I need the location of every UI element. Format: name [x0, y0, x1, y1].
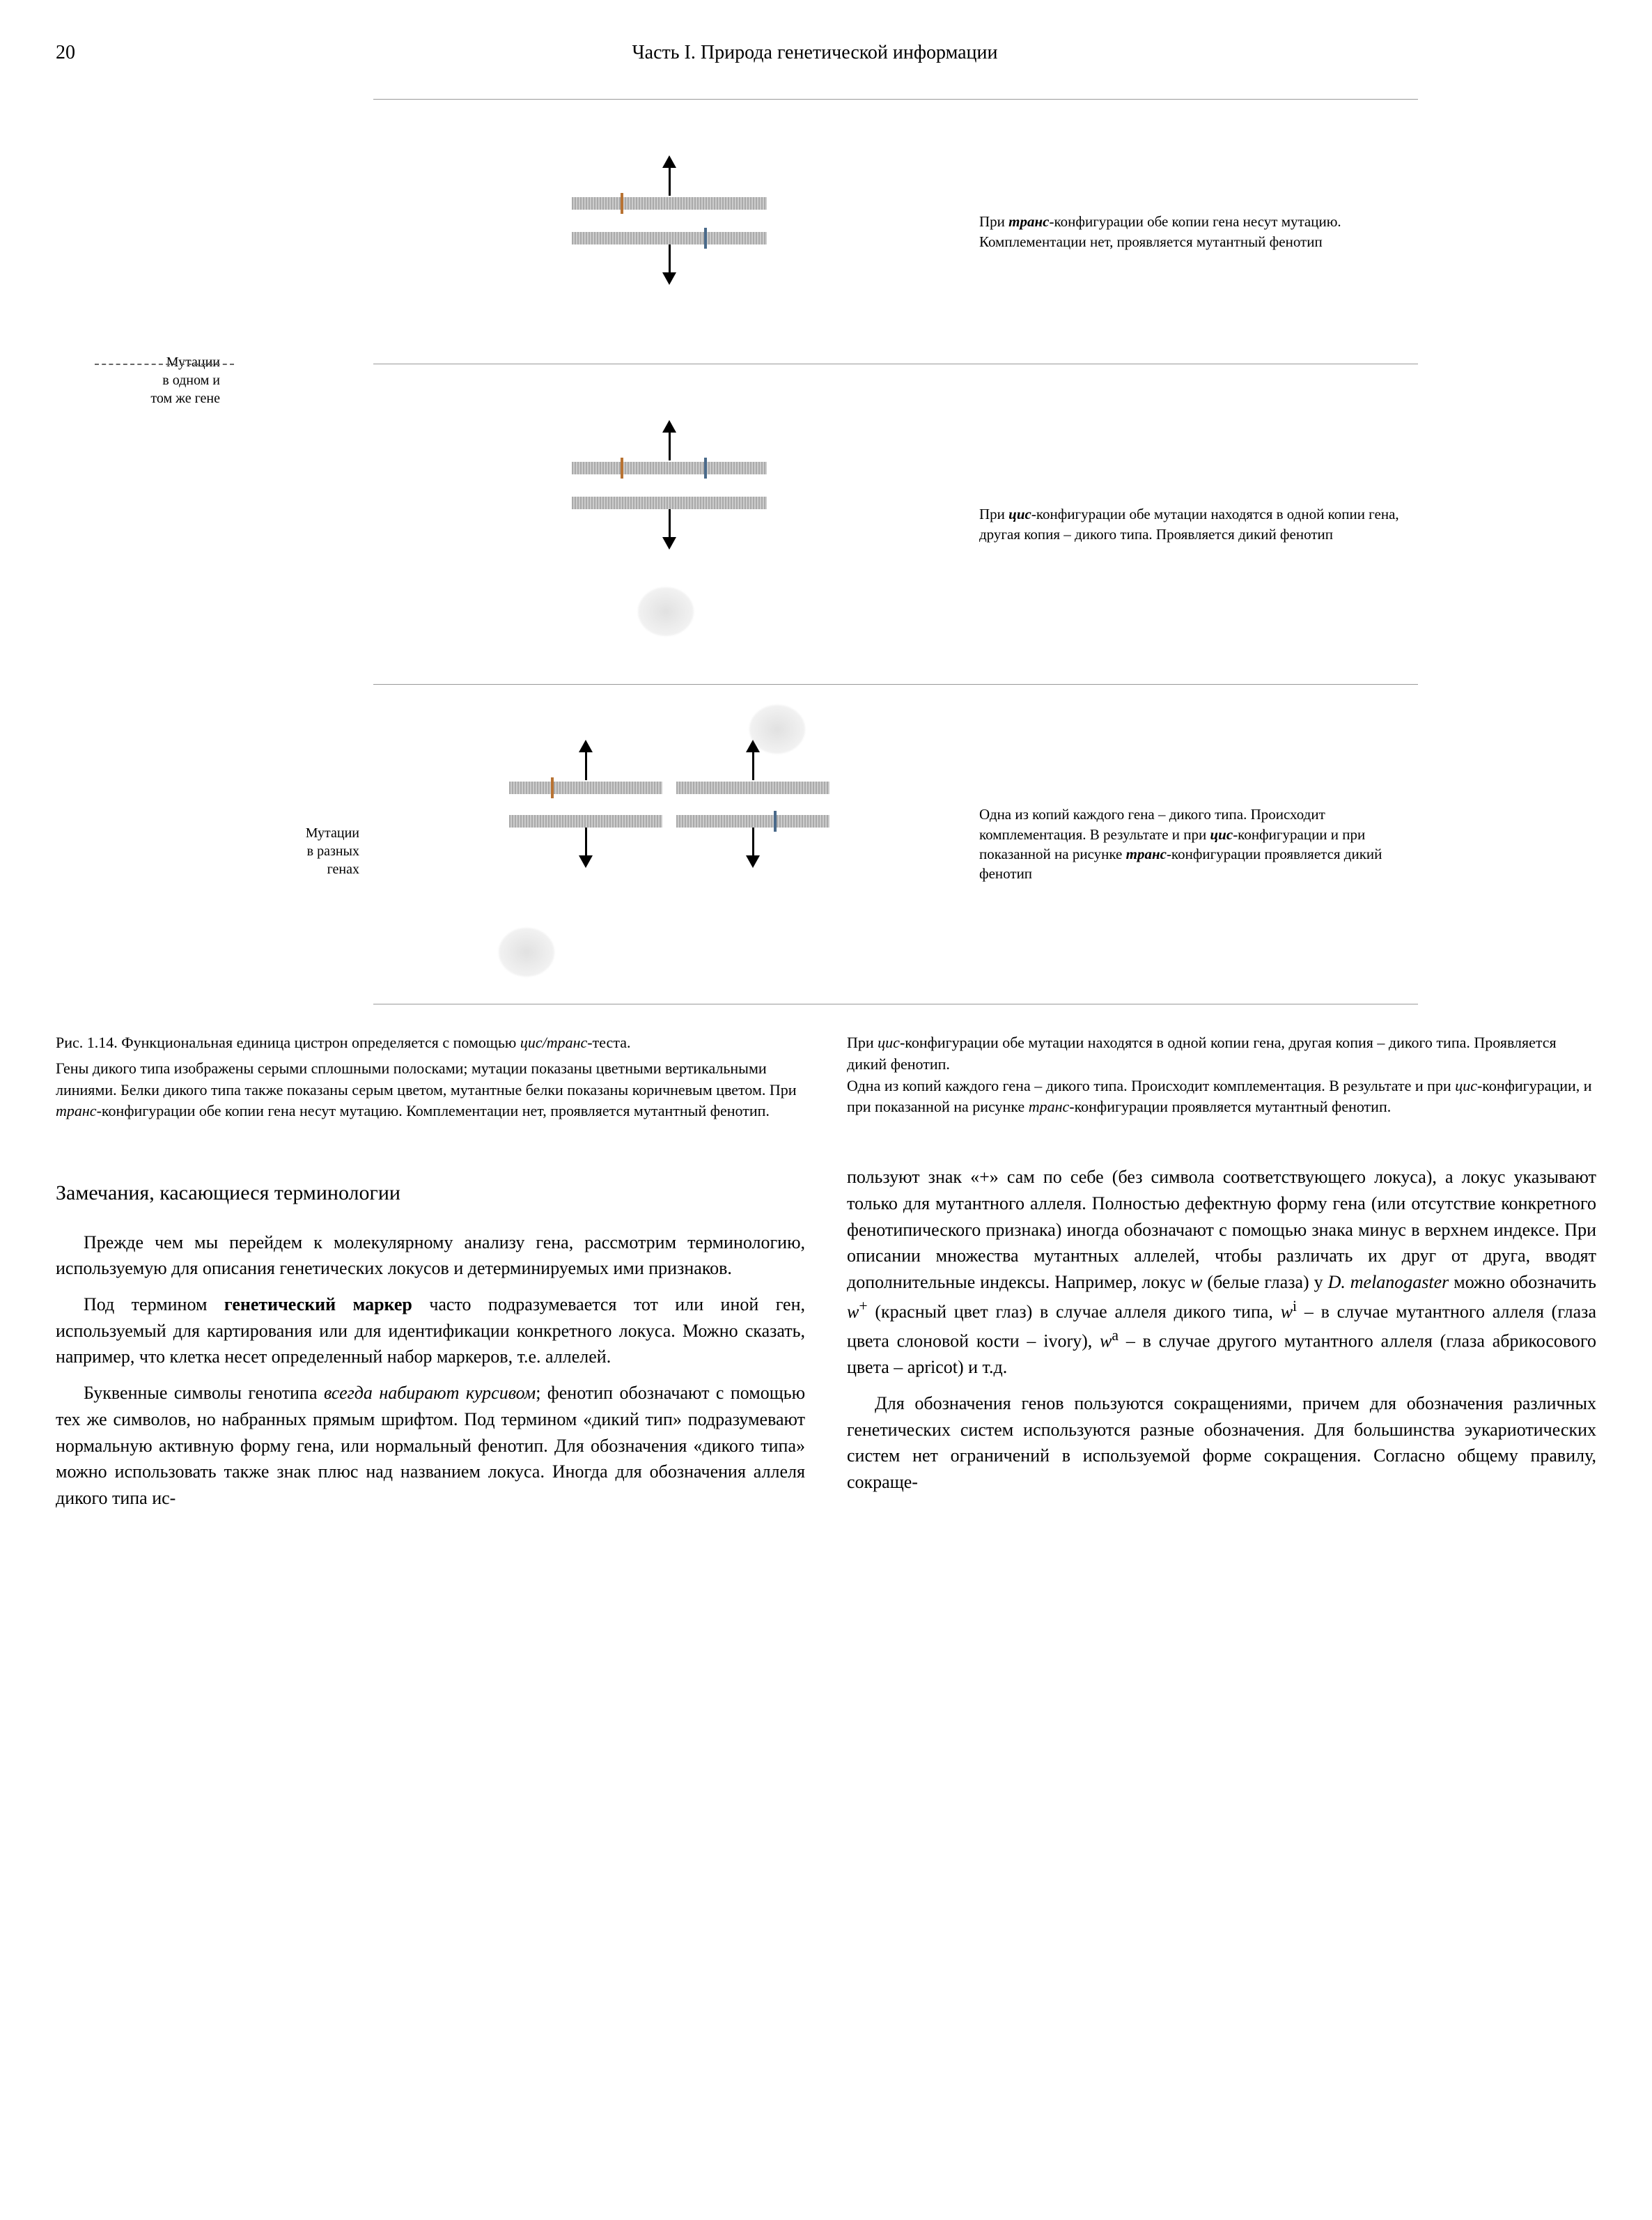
- gene-bar: [572, 197, 767, 210]
- caption-text: -конфигурации обе мутации находятся в од…: [847, 1034, 1557, 1073]
- side-label-line: в разных: [248, 842, 359, 860]
- caption-text: Одна из копий каждого гена – дикого типа…: [847, 1077, 1455, 1094]
- gene-bar: [572, 462, 767, 474]
- text-column-right: пользуют знак «+» сам по себе (без симво…: [847, 1164, 1596, 1521]
- side-label-line: генах: [248, 860, 359, 878]
- double-diagram: [373, 782, 965, 828]
- diagram-area-3: [373, 691, 965, 998]
- body-italic: w: [1190, 1272, 1202, 1292]
- dashed-divider: [95, 364, 234, 365]
- body-italic: D. melanogaster: [1328, 1272, 1449, 1292]
- caption-text: Гены дикого типа изображены серыми сплош…: [56, 1059, 797, 1099]
- caption-text: При: [979, 213, 1008, 230]
- arrow-up-icon: [662, 155, 676, 196]
- body-italic: всегда набирают курсивом: [324, 1383, 536, 1403]
- diagram-area-1: [373, 100, 965, 364]
- arrow-down-icon: [579, 828, 593, 868]
- caption-italic: транс: [1126, 846, 1167, 862]
- body-text: (красный цвет глаз) в случае аллеля дико…: [868, 1301, 1281, 1321]
- caption-text: -теста.: [587, 1034, 630, 1051]
- figure-caption-row: Рис. 1.14. Функциональная единица цистро…: [56, 1032, 1596, 1122]
- body-bold: генетический маркер: [224, 1294, 412, 1314]
- figure-caption-left: Рис. 1.14. Функциональная единица цистро…: [56, 1032, 805, 1122]
- arrow-down-icon: [662, 509, 676, 550]
- body-text: Под термином: [84, 1294, 224, 1314]
- arrow-up-icon: [662, 420, 676, 460]
- paragraph-4: пользуют знак «+» сам по себе (без симво…: [847, 1164, 1596, 1381]
- figure-caption-right: При цис-конфигурации обе мутации находят…: [847, 1032, 1596, 1122]
- body-sup: a: [1112, 1327, 1119, 1344]
- caption-text: Рис. 1.14. Функциональная единица цистро…: [56, 1034, 520, 1051]
- paragraph-2: Под термином генетический маркер часто п…: [56, 1291, 805, 1370]
- page-header: 20 Часть I. Природа генетической информа…: [56, 42, 1596, 64]
- gene-bar: [572, 232, 767, 244]
- gene-block-bottom-1: [572, 232, 767, 244]
- protein-blob-icon: [499, 928, 554, 977]
- protein-blob-icon: [749, 705, 805, 754]
- gene-block-a-bottom: [509, 815, 662, 828]
- caption-italic: цис: [1455, 1077, 1477, 1094]
- paragraph-3: Буквенные символы генотипа всегда набира…: [56, 1380, 805, 1511]
- paragraph-1: Прежде чем мы перейдем к молекулярному а…: [56, 1229, 805, 1282]
- figure-container: При транс-конфигурации обе копии гена не…: [234, 99, 1418, 1004]
- caption-italic: цис/транс: [520, 1034, 587, 1051]
- caption-text: При: [979, 506, 1008, 522]
- caption-italic: цис: [878, 1034, 900, 1051]
- arrow-up-icon: [579, 740, 593, 780]
- gene-bar: [509, 782, 662, 794]
- gene-block-b-top: [676, 782, 829, 794]
- figure-panel-3: Мутации в разных генах: [373, 684, 1418, 1004]
- caption-italic: цис: [1210, 826, 1233, 843]
- gene-block-b-bottom: [676, 815, 829, 828]
- caption-text: -конфигурации обе копии гена несут мутац…: [97, 1102, 770, 1119]
- gene-bar: [572, 497, 767, 509]
- caption-text: -конфигурации проявляется мутантный фено…: [1069, 1098, 1391, 1115]
- section-heading: Замечания, касающиеся терминологии: [56, 1178, 805, 1209]
- part-title: Часть I. Природа генетической информации: [33, 42, 1596, 64]
- gene-bar: [676, 782, 829, 794]
- caption-italic: транс: [56, 1102, 97, 1119]
- caption-italic: транс: [1008, 213, 1049, 230]
- gene-bar: [676, 815, 829, 828]
- caption-italic: транс: [1029, 1098, 1070, 1115]
- side-label-line: в одном и: [109, 371, 220, 389]
- caption-text: -конфигурации обе мутации находятся в од…: [979, 506, 1399, 542]
- protein-blob-icon: [638, 587, 694, 636]
- gene-block-bottom-2: [572, 497, 767, 509]
- side-label-line: том же гене: [109, 389, 220, 407]
- side-label-1: Мутации в одном и том же гене: [109, 353, 220, 407]
- caption-italic: цис: [1008, 506, 1031, 522]
- gene-block-top-1: [572, 197, 767, 210]
- side-label-2: Мутации в разных генах: [248, 824, 359, 878]
- diagram-area-2: [373, 371, 965, 678]
- body-text-columns: Замечания, касающиеся терминологии Прежд…: [56, 1164, 1596, 1521]
- text-column-left: Замечания, касающиеся терминологии Прежд…: [56, 1164, 805, 1521]
- panel-caption-1: При транс-конфигурации обе копии гена не…: [965, 212, 1418, 251]
- panel-caption-3: Одна из копий каждого гена – дикого типа…: [965, 805, 1418, 883]
- panel-caption-2: При цис-конфигурации обе мутации находят…: [965, 504, 1418, 544]
- body-text: можно обозначить: [1449, 1272, 1596, 1292]
- body-italic: w: [847, 1301, 859, 1321]
- gene-block-top-2: [572, 462, 767, 474]
- arrow-down-icon: [662, 244, 676, 285]
- arrow-down-icon: [746, 828, 760, 868]
- side-label-line: Мутации: [248, 824, 359, 842]
- figure-panel-2: При цис-конфигурации обе мутации находят…: [373, 364, 1418, 684]
- body-text: (белые глаза) у: [1202, 1272, 1327, 1292]
- paragraph-5: Для обозначения генов пользуются сокраще…: [847, 1390, 1596, 1496]
- side-label-line: Мутации: [109, 353, 220, 371]
- gene-bar: [509, 815, 662, 828]
- gene-block-a-top: [509, 782, 662, 794]
- body-italic: w: [1281, 1301, 1293, 1321]
- body-sup: +: [859, 1298, 867, 1314]
- figure-panel-1: При транс-конфигурации обе копии гена не…: [373, 99, 1418, 364]
- body-italic: w: [1100, 1331, 1112, 1351]
- body-text: Буквенные символы генотипа: [84, 1383, 324, 1403]
- caption-text: При: [847, 1034, 878, 1051]
